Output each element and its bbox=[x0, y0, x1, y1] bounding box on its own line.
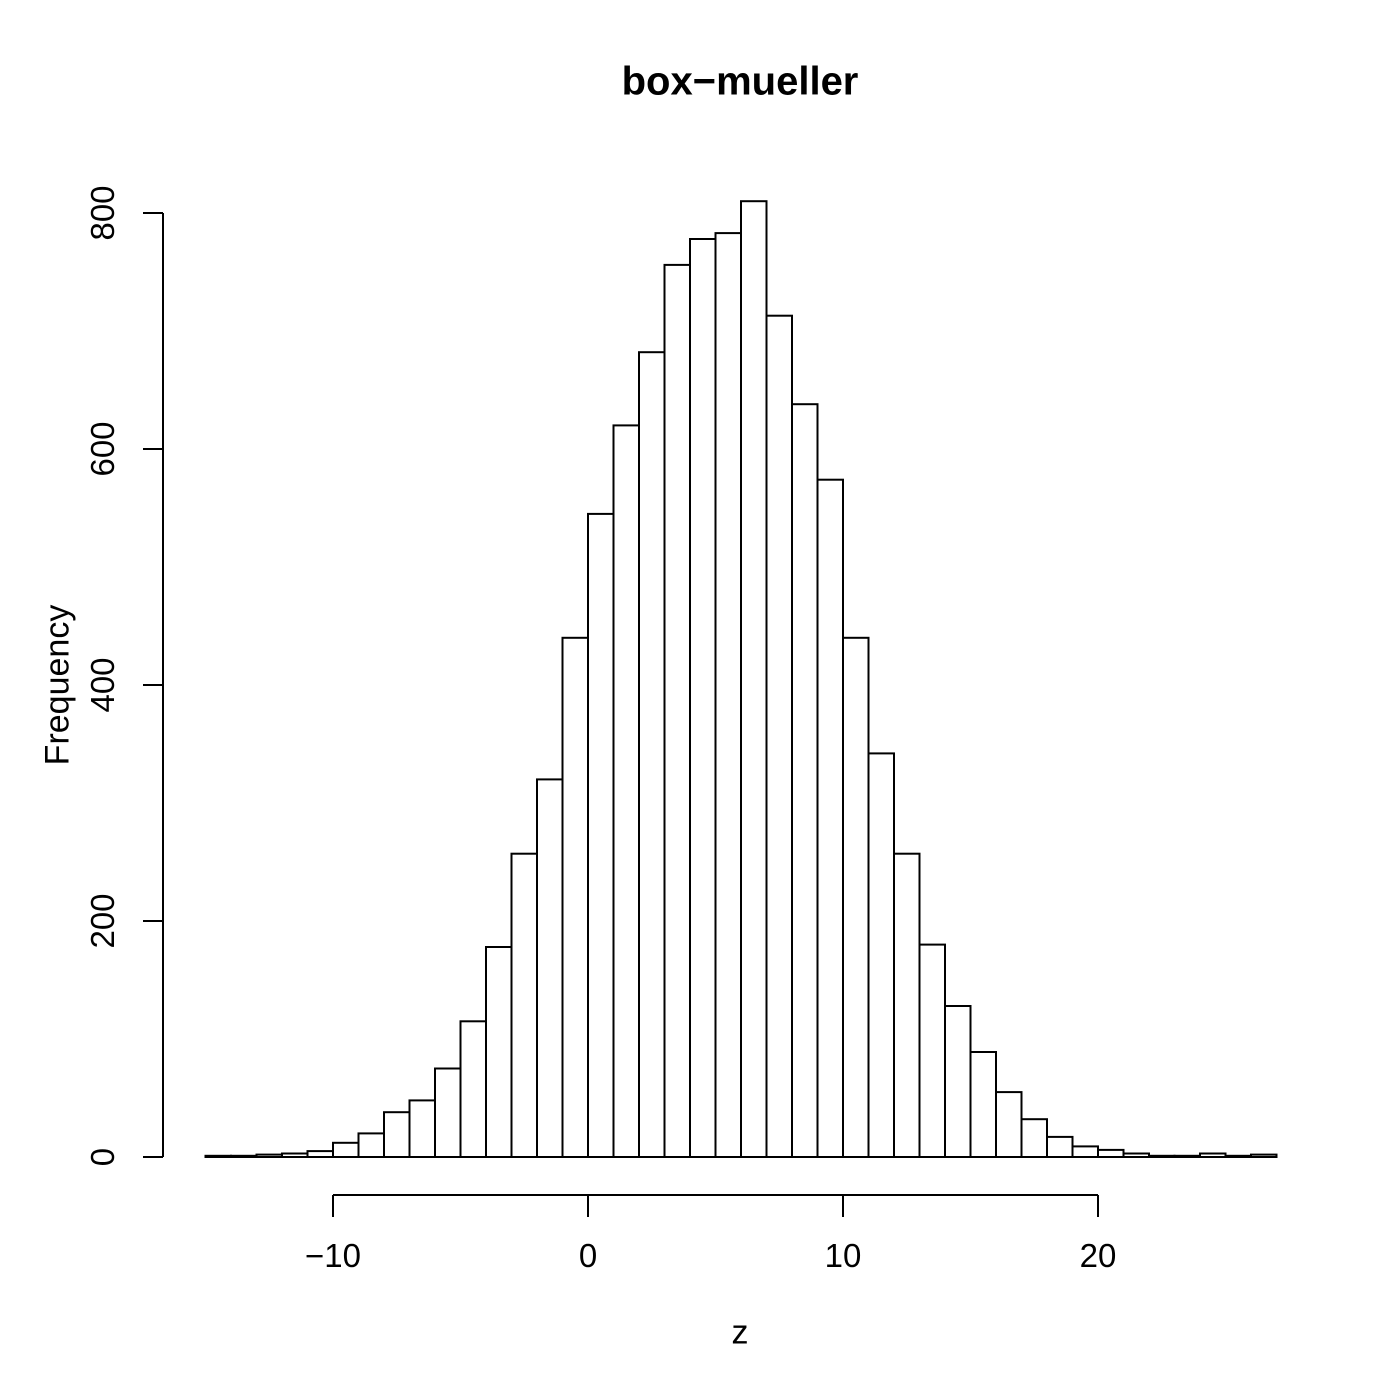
histogram-bar bbox=[408, 1099, 436, 1159]
x-tick-label: 20 bbox=[1080, 1237, 1117, 1274]
histogram-bar bbox=[536, 778, 564, 1159]
histogram-bar bbox=[357, 1132, 385, 1159]
histogram-bar bbox=[230, 1154, 258, 1159]
histogram-bar bbox=[893, 852, 921, 1158]
histogram-bar bbox=[816, 478, 844, 1158]
histogram-bar bbox=[587, 512, 615, 1158]
histogram-bar bbox=[791, 403, 819, 1158]
histogram-bar bbox=[663, 263, 691, 1158]
histogram-bar bbox=[714, 232, 742, 1159]
histogram-bar bbox=[459, 1020, 487, 1158]
y-tick-label: 600 bbox=[84, 421, 121, 476]
histogram-bar bbox=[918, 943, 946, 1158]
histogram-bar bbox=[689, 238, 717, 1158]
histogram-bar bbox=[842, 636, 870, 1158]
histogram-bar bbox=[383, 1111, 411, 1158]
histogram-bar bbox=[1097, 1148, 1125, 1159]
histogram-bar bbox=[1250, 1153, 1278, 1158]
histogram-bar bbox=[1071, 1145, 1099, 1159]
histogram-bar bbox=[1148, 1154, 1176, 1159]
y-tick-label: 0 bbox=[84, 1148, 121, 1166]
histogram-bar bbox=[1224, 1154, 1252, 1159]
histogram-bar bbox=[306, 1150, 334, 1158]
x-axis-label: z bbox=[731, 1313, 749, 1352]
histogram-bar bbox=[561, 636, 589, 1158]
histogram-bar bbox=[434, 1067, 462, 1158]
x-tick-label: 0 bbox=[579, 1237, 597, 1274]
histogram-bar bbox=[867, 752, 895, 1159]
histogram-bar bbox=[255, 1153, 283, 1158]
histogram-bar bbox=[969, 1051, 997, 1158]
histogram-bar bbox=[638, 351, 666, 1158]
histogram-bar bbox=[485, 946, 513, 1158]
histogram-bar bbox=[1199, 1152, 1227, 1158]
histogram-bar bbox=[204, 1154, 232, 1159]
histogram-bar bbox=[740, 200, 768, 1158]
histogram-bar bbox=[1173, 1154, 1201, 1159]
histogram-bar bbox=[765, 314, 793, 1158]
y-tick-label: 400 bbox=[84, 657, 121, 712]
histogram-bar bbox=[1020, 1118, 1048, 1158]
y-axis-label: Frequency bbox=[38, 604, 77, 766]
histogram-bar bbox=[1046, 1135, 1074, 1159]
histogram-bar bbox=[1122, 1152, 1150, 1158]
histogram-bar bbox=[332, 1141, 360, 1159]
x-tick-label: 10 bbox=[825, 1237, 862, 1274]
chart-title: box−mueller bbox=[621, 59, 859, 104]
y-tick-label: 800 bbox=[84, 185, 121, 240]
x-tick-label: −10 bbox=[305, 1237, 361, 1274]
histogram-bar bbox=[995, 1091, 1023, 1158]
histogram-bar bbox=[612, 424, 640, 1158]
histogram-bar bbox=[281, 1152, 309, 1158]
histogram-bar bbox=[510, 852, 538, 1158]
histogram-bar bbox=[944, 1005, 972, 1158]
y-tick-label: 200 bbox=[84, 893, 121, 948]
